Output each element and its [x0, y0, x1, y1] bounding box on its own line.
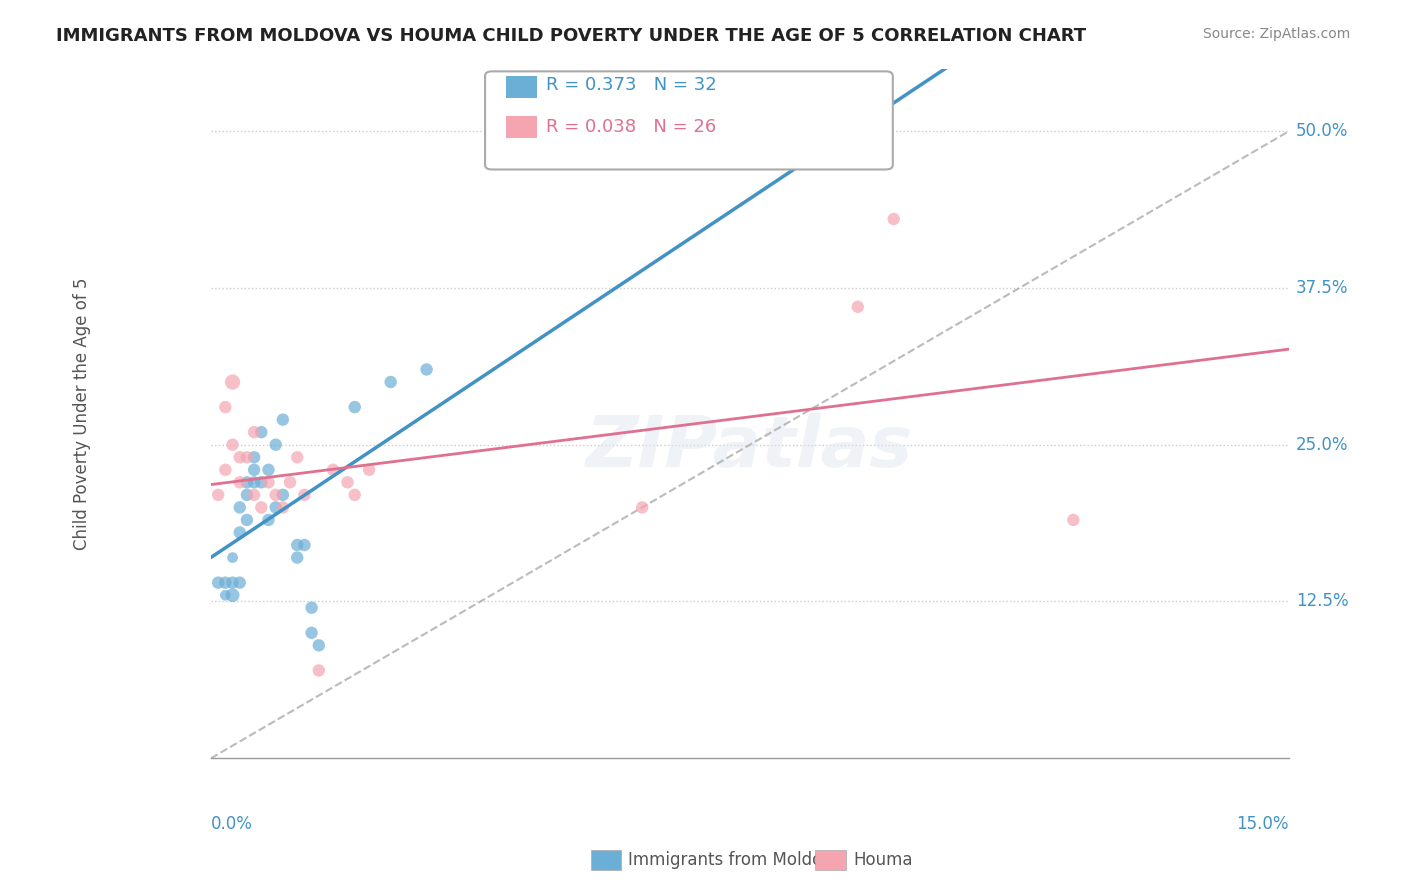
Point: [221, 438, 243, 452]
Point: [294, 488, 316, 502]
Point: [229, 575, 252, 590]
Point: [264, 488, 287, 502]
Point: [271, 500, 294, 515]
Point: [308, 664, 330, 678]
Point: [250, 425, 273, 439]
Point: [380, 375, 402, 389]
Point: [250, 500, 273, 515]
Point: [214, 575, 236, 590]
Point: [243, 450, 266, 465]
Point: [243, 463, 266, 477]
Point: [257, 513, 280, 527]
Point: [883, 212, 905, 227]
Point: [271, 488, 294, 502]
Point: [221, 588, 243, 602]
Text: 50.0%: 50.0%: [1296, 122, 1348, 140]
Text: 15.0%: 15.0%: [1236, 814, 1289, 832]
Point: [243, 425, 266, 439]
Point: [236, 450, 259, 465]
Point: [250, 475, 273, 490]
Point: [846, 300, 869, 314]
Text: 0.0%: 0.0%: [211, 814, 253, 832]
Text: Source: ZipAtlas.com: Source: ZipAtlas.com: [1202, 27, 1350, 41]
Point: [236, 475, 259, 490]
Point: [207, 575, 229, 590]
Point: [257, 475, 280, 490]
Point: [221, 550, 243, 565]
Point: [243, 488, 266, 502]
Point: [308, 638, 330, 652]
Point: [243, 475, 266, 490]
Point: [322, 463, 344, 477]
Point: [264, 438, 287, 452]
Point: [207, 488, 229, 502]
Point: [229, 450, 252, 465]
Point: [236, 488, 259, 502]
Text: 12.5%: 12.5%: [1296, 592, 1348, 610]
Point: [257, 463, 280, 477]
Text: Immigrants from Moldova: Immigrants from Moldova: [628, 851, 842, 869]
Text: R = 0.373   N = 32: R = 0.373 N = 32: [546, 76, 716, 94]
Point: [214, 463, 236, 477]
Point: [415, 362, 437, 376]
Point: [214, 400, 236, 414]
Point: [285, 538, 308, 552]
Point: [301, 625, 323, 640]
Text: ZIPatlas: ZIPatlas: [586, 413, 914, 483]
Point: [229, 475, 252, 490]
Point: [278, 475, 301, 490]
Point: [264, 500, 287, 515]
Point: [285, 550, 308, 565]
Point: [343, 488, 366, 502]
Point: [221, 375, 243, 389]
Point: [285, 450, 308, 465]
Point: [221, 575, 243, 590]
Point: [271, 412, 294, 426]
Point: [631, 500, 654, 515]
Text: R = 0.038   N = 26: R = 0.038 N = 26: [546, 118, 716, 136]
Text: Child Poverty Under the Age of 5: Child Poverty Under the Age of 5: [73, 277, 90, 549]
Point: [294, 538, 316, 552]
Text: IMMIGRANTS FROM MOLDOVA VS HOUMA CHILD POVERTY UNDER THE AGE OF 5 CORRELATION CH: IMMIGRANTS FROM MOLDOVA VS HOUMA CHILD P…: [56, 27, 1087, 45]
Point: [229, 525, 252, 540]
Point: [229, 500, 252, 515]
Point: [236, 513, 259, 527]
Text: 37.5%: 37.5%: [1296, 279, 1348, 297]
Point: [343, 400, 366, 414]
Text: 25.0%: 25.0%: [1296, 435, 1348, 454]
Point: [214, 588, 236, 602]
Text: Houma: Houma: [853, 851, 912, 869]
Point: [1062, 513, 1084, 527]
Point: [336, 475, 359, 490]
Point: [301, 600, 323, 615]
Point: [359, 463, 381, 477]
